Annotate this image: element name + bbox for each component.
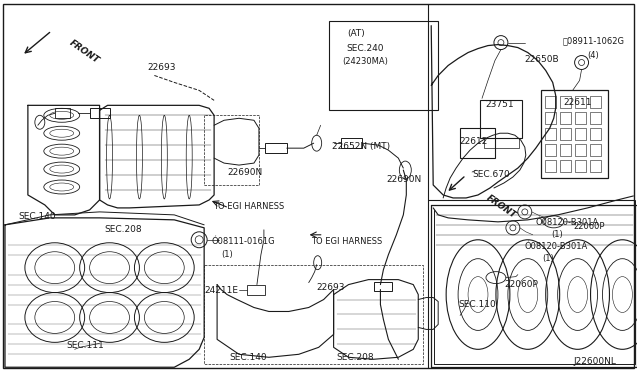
Text: 24211E: 24211E xyxy=(204,286,238,295)
Text: TO EGI HARNESS: TO EGI HARNESS xyxy=(213,202,284,211)
Text: Ó08120-B301A: Ó08120-B301A xyxy=(525,242,588,251)
Text: (1): (1) xyxy=(543,254,554,263)
Text: 22693: 22693 xyxy=(147,62,176,71)
Bar xyxy=(460,128,495,158)
Bar xyxy=(589,96,600,108)
Bar xyxy=(484,138,519,148)
Text: (1): (1) xyxy=(221,250,233,259)
Text: SEC.140: SEC.140 xyxy=(18,212,56,221)
Bar xyxy=(340,138,362,148)
Bar xyxy=(328,21,438,110)
Bar xyxy=(559,160,571,172)
Bar xyxy=(545,96,556,108)
Text: 22690N: 22690N xyxy=(227,168,262,177)
Text: (24230MA): (24230MA) xyxy=(342,57,388,65)
Bar xyxy=(589,144,600,156)
Bar xyxy=(545,160,556,172)
Bar xyxy=(589,160,600,172)
Bar xyxy=(575,144,586,156)
Bar xyxy=(589,128,600,140)
Text: SEC.240: SEC.240 xyxy=(346,44,384,52)
Bar xyxy=(575,112,586,124)
Text: SEC.140: SEC.140 xyxy=(229,353,267,362)
Bar xyxy=(575,96,586,108)
Text: J22600NL: J22600NL xyxy=(573,357,616,366)
Text: SEC.208: SEC.208 xyxy=(104,225,142,234)
Bar xyxy=(545,112,556,124)
Bar xyxy=(575,128,586,140)
Bar xyxy=(559,112,571,124)
Bar xyxy=(559,128,571,140)
Text: 22650B: 22650B xyxy=(525,55,559,64)
Text: SEC.111: SEC.111 xyxy=(67,341,104,350)
Text: 22690N: 22690N xyxy=(387,175,422,184)
Bar xyxy=(575,160,586,172)
Text: SEC.208: SEC.208 xyxy=(337,353,374,362)
Text: TO EGI HARNESS: TO EGI HARNESS xyxy=(310,237,382,246)
Text: ⓝ08911-1062G: ⓝ08911-1062G xyxy=(563,36,625,46)
Bar xyxy=(541,90,609,178)
Text: SEC.670: SEC.670 xyxy=(472,170,510,179)
Bar xyxy=(265,143,287,153)
Text: (1): (1) xyxy=(552,230,563,239)
Text: 22060P: 22060P xyxy=(573,222,605,231)
Text: 22693: 22693 xyxy=(317,283,345,292)
Bar xyxy=(90,108,109,118)
Text: 22060P: 22060P xyxy=(504,280,538,289)
Bar xyxy=(55,108,70,118)
Text: Ó08111-0161G: Ó08111-0161G xyxy=(211,237,275,246)
Bar xyxy=(480,100,522,138)
Text: SEC.110: SEC.110 xyxy=(458,299,496,308)
Bar xyxy=(545,144,556,156)
Bar xyxy=(374,282,392,291)
Bar xyxy=(559,144,571,156)
Bar xyxy=(589,112,600,124)
Text: (AT): (AT) xyxy=(348,29,365,38)
Text: FRONT: FRONT xyxy=(68,39,101,65)
Text: Ó08120-B301A: Ó08120-B301A xyxy=(536,218,599,227)
Bar xyxy=(247,285,265,295)
Text: FRONT: FRONT xyxy=(485,193,518,220)
Text: 23751: 23751 xyxy=(485,100,514,109)
Text: 22611: 22611 xyxy=(564,98,592,108)
Text: 22612: 22612 xyxy=(459,137,488,146)
Text: 22652N (MT): 22652N (MT) xyxy=(332,142,390,151)
Text: (4): (4) xyxy=(588,51,599,60)
Bar xyxy=(545,128,556,140)
Bar xyxy=(559,96,571,108)
